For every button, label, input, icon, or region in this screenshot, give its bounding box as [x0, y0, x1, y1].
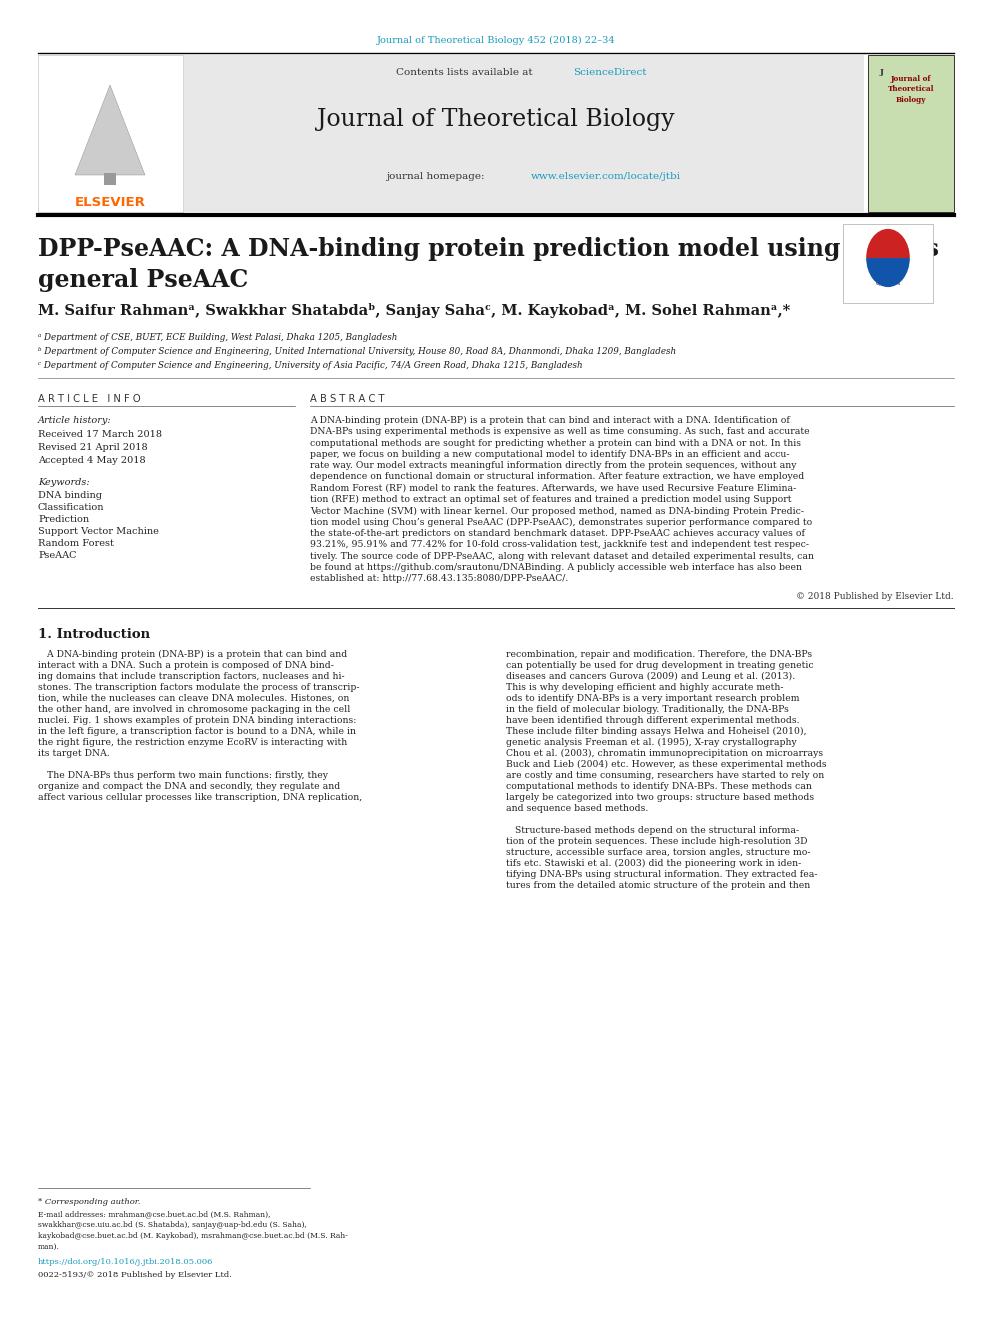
Text: Revised 21 April 2018: Revised 21 April 2018: [38, 443, 148, 452]
Text: paper, we focus on building a new computational model to identify DNA-BPs in an : paper, we focus on building a new comput…: [310, 450, 790, 459]
Text: 0022-5193/© 2018 Published by Elsevier Ltd.: 0022-5193/© 2018 Published by Elsevier L…: [38, 1271, 232, 1279]
Text: DNA-BPs using experimental methods is expensive as well as time consuming. As su: DNA-BPs using experimental methods is ex…: [310, 427, 809, 437]
Text: tion model using Chou’s general PseAAC (DPP-PseAAC), demonstrates superior perfo: tion model using Chou’s general PseAAC (…: [310, 517, 812, 527]
Wedge shape: [866, 229, 910, 258]
Text: nuclei. Fig. 1 shows examples of protein DNA binding interactions:: nuclei. Fig. 1 shows examples of protein…: [38, 716, 356, 725]
Text: Prediction: Prediction: [38, 515, 89, 524]
Text: PseAAC: PseAAC: [38, 550, 76, 560]
Text: E-mail addresses: mrahman@cse.buet.ac.bd (M.S. Rahman),: E-mail addresses: mrahman@cse.buet.ac.bd…: [38, 1211, 271, 1218]
Text: can potentially be used for drug development in treating genetic: can potentially be used for drug develop…: [506, 662, 813, 669]
Text: Accepted 4 May 2018: Accepted 4 May 2018: [38, 456, 146, 464]
Text: are costly and time consuming, researchers have started to rely on: are costly and time consuming, researche…: [506, 771, 824, 781]
Text: DPP-PseAAC: A DNA-binding protein prediction model using Chou’s: DPP-PseAAC: A DNA-binding protein predic…: [38, 237, 939, 261]
Text: © 2018 Published by Elsevier Ltd.: © 2018 Published by Elsevier Ltd.: [797, 591, 954, 601]
FancyBboxPatch shape: [38, 56, 183, 212]
Text: ELSEVIER: ELSEVIER: [74, 196, 146, 209]
Text: its target DNA.: its target DNA.: [38, 749, 110, 758]
Text: ods to identify DNA-BPs is a very important research problem: ods to identify DNA-BPs is a very import…: [506, 695, 800, 703]
Text: Keywords:: Keywords:: [38, 478, 89, 487]
Text: genetic analysis Freeman et al. (1995), X-ray crystallography: genetic analysis Freeman et al. (1995), …: [506, 738, 797, 747]
Text: Buck and Lieb (2004) etc. However, as these experimental methods: Buck and Lieb (2004) etc. However, as th…: [506, 759, 826, 769]
Text: stones. The transcription factors modulate the process of transcrip-: stones. The transcription factors modula…: [38, 683, 359, 692]
Text: general PseAAC: general PseAAC: [38, 269, 248, 292]
Text: Vector Machine (SVM) with linear kernel. Our proposed method, named as DNA-bindi: Vector Machine (SVM) with linear kernel.…: [310, 507, 804, 516]
Text: largely be categorized into two groups: structure based methods: largely be categorized into two groups: …: [506, 792, 814, 802]
Text: ᵇ Department of Computer Science and Engineering, United International Universit: ᵇ Department of Computer Science and Eng…: [38, 347, 677, 356]
Text: Check for
updates: Check for updates: [873, 274, 903, 286]
Text: the right figure, the restriction enzyme EcoRV is interacting with: the right figure, the restriction enzyme…: [38, 738, 347, 747]
Text: A DNA-binding protein (DNA-BP) is a protein that can bind and interact with a DN: A DNA-binding protein (DNA-BP) is a prot…: [310, 415, 790, 425]
Text: Journal of Theoretical Biology: Journal of Theoretical Biology: [317, 108, 675, 131]
Text: tifying DNA-BPs using structural information. They extracted fea-: tifying DNA-BPs using structural informa…: [506, 871, 817, 878]
Text: journal homepage:: journal homepage:: [386, 172, 487, 181]
Text: M. Saifur Rahmanᵃ, Swakkhar Shatabdaᵇ, Sanjay Sahaᶜ, M. Kaykobadᵃ, M. Sohel Rahm: M. Saifur Rahmanᵃ, Swakkhar Shatabdaᵇ, S…: [38, 303, 791, 318]
Text: and sequence based methods.: and sequence based methods.: [506, 804, 649, 814]
Text: tively. The source code of DPP-PseAAC, along with relevant dataset and detailed : tively. The source code of DPP-PseAAC, a…: [310, 552, 814, 561]
Text: be found at https://github.com/srautonu/DNABinding. A publicly accessible web in: be found at https://github.com/srautonu/…: [310, 562, 802, 572]
Wedge shape: [866, 258, 910, 287]
Text: Journal of
Theoretical
Biology: Journal of Theoretical Biology: [888, 75, 934, 103]
Text: the other hand, are involved in chromosome packaging in the cell: the other hand, are involved in chromoso…: [38, 705, 350, 714]
Text: Random Forest (RF) model to rank the features. Afterwards, we have used Recursiv: Random Forest (RF) model to rank the fea…: [310, 484, 797, 492]
Text: www.elsevier.com/locate/jtbi: www.elsevier.com/locate/jtbi: [531, 172, 681, 181]
Text: Journal of Theoretical Biology 452 (2018) 22–34: Journal of Theoretical Biology 452 (2018…: [377, 36, 615, 45]
Text: A B S T R A C T: A B S T R A C T: [310, 394, 385, 404]
Text: * Corresponding author.: * Corresponding author.: [38, 1199, 141, 1207]
Text: Random Forest: Random Forest: [38, 538, 114, 548]
Text: DNA binding: DNA binding: [38, 491, 102, 500]
Text: ᵃ Department of CSE, BUET, ECE Building, West Palasi, Dhaka 1205, Bangladesh: ᵃ Department of CSE, BUET, ECE Building,…: [38, 333, 398, 343]
FancyBboxPatch shape: [38, 56, 864, 212]
Text: the state-of-the-art predictors on standard benchmark dataset. DPP-PseAAC achiev: the state-of-the-art predictors on stand…: [310, 529, 805, 538]
Text: Classification: Classification: [38, 503, 104, 512]
Text: diseases and cancers Gurova (2009) and Leung et al. (2013).: diseases and cancers Gurova (2009) and L…: [506, 672, 796, 681]
Text: These include filter binding assays Helwa and Hoheisel (2010),: These include filter binding assays Helw…: [506, 728, 806, 736]
Text: J: J: [880, 67, 884, 75]
Polygon shape: [75, 85, 145, 175]
Text: in the field of molecular biology. Traditionally, the DNA-BPs: in the field of molecular biology. Tradi…: [506, 705, 789, 714]
Text: interact with a DNA. Such a protein is composed of DNA bind-: interact with a DNA. Such a protein is c…: [38, 662, 334, 669]
Text: Contents lists available at: Contents lists available at: [396, 67, 537, 77]
Text: ᶜ Department of Computer Science and Engineering, University of Asia Pacific, 74: ᶜ Department of Computer Science and Eng…: [38, 361, 582, 370]
Text: have been identified through different experimental methods.: have been identified through different e…: [506, 716, 800, 725]
Text: computational methods to identify DNA-BPs. These methods can: computational methods to identify DNA-BP…: [506, 782, 811, 791]
Text: organize and compact the DNA and secondly, they regulate and: organize and compact the DNA and secondl…: [38, 782, 340, 791]
Text: Chou et al. (2003), chromatin immunoprecipitation on microarrays: Chou et al. (2003), chromatin immunoprec…: [506, 749, 823, 758]
Text: man).: man).: [38, 1244, 60, 1252]
Text: tion of the protein sequences. These include high-resolution 3D: tion of the protein sequences. These inc…: [506, 837, 807, 845]
Text: tures from the detailed atomic structure of the protein and then: tures from the detailed atomic structure…: [506, 881, 810, 890]
Text: A DNA-binding protein (DNA-BP) is a protein that can bind and: A DNA-binding protein (DNA-BP) is a prot…: [38, 650, 347, 659]
FancyBboxPatch shape: [104, 173, 116, 185]
FancyBboxPatch shape: [868, 56, 954, 212]
Text: affect various cellular processes like transcription, DNA replication,: affect various cellular processes like t…: [38, 792, 362, 802]
Text: A R T I C L E   I N F O: A R T I C L E I N F O: [38, 394, 141, 404]
Text: computational methods are sought for predicting whether a protein can bind with : computational methods are sought for pre…: [310, 439, 801, 447]
Text: kaykobad@cse.buet.ac.bd (M. Kaykobad), msrahman@cse.buet.ac.bd (M.S. Rah-: kaykobad@cse.buet.ac.bd (M. Kaykobad), m…: [38, 1232, 348, 1240]
Text: Article history:: Article history:: [38, 415, 112, 425]
Text: 1. Introduction: 1. Introduction: [38, 628, 150, 642]
Text: 93.21%, 95.91% and 77.42% for 10-fold cross-validation test, jackknife test and : 93.21%, 95.91% and 77.42% for 10-fold cr…: [310, 540, 809, 549]
Text: Support Vector Machine: Support Vector Machine: [38, 527, 159, 536]
Text: Structure-based methods depend on the structural informa-: Structure-based methods depend on the st…: [506, 826, 800, 835]
Text: in the left figure, a transcription factor is bound to a DNA, while in: in the left figure, a transcription fact…: [38, 728, 356, 736]
Text: https://doi.org/10.1016/j.jtbi.2018.05.006: https://doi.org/10.1016/j.jtbi.2018.05.0…: [38, 1258, 213, 1266]
Text: established at: http://77.68.43.135:8080/DPP-PseAAC/.: established at: http://77.68.43.135:8080…: [310, 574, 568, 583]
Text: ing domains that include transcription factors, nucleases and hi-: ing domains that include transcription f…: [38, 672, 344, 681]
Text: dependence on functional domain or structural information. After feature extract: dependence on functional domain or struc…: [310, 472, 805, 482]
Text: recombination, repair and modification. Therefore, the DNA-BPs: recombination, repair and modification. …: [506, 650, 812, 659]
Text: swakkhar@cse.uiu.ac.bd (S. Shatabda), sanjay@uap-bd.edu (S. Saha),: swakkhar@cse.uiu.ac.bd (S. Shatabda), sa…: [38, 1221, 307, 1229]
Text: The DNA-BPs thus perform two main functions: firstly, they: The DNA-BPs thus perform two main functi…: [38, 771, 328, 781]
Text: structure, accessible surface area, torsion angles, structure mo-: structure, accessible surface area, tors…: [506, 848, 810, 857]
Text: rate way. Our model extracts meaningful information directly from the protein se: rate way. Our model extracts meaningful …: [310, 462, 797, 470]
Text: Received 17 March 2018: Received 17 March 2018: [38, 430, 162, 439]
FancyBboxPatch shape: [843, 225, 932, 303]
Text: tion, while the nucleases can cleave DNA molecules. Histones, on: tion, while the nucleases can cleave DNA…: [38, 695, 349, 703]
Text: tion (RFE) method to extract an optimal set of features and trained a prediction: tion (RFE) method to extract an optimal …: [310, 495, 792, 504]
Text: tifs etc. Stawiski et al. (2003) did the pioneering work in iden-: tifs etc. Stawiski et al. (2003) did the…: [506, 859, 802, 868]
Text: This is why developing efficient and highly accurate meth-: This is why developing efficient and hig…: [506, 683, 784, 692]
Text: ScienceDirect: ScienceDirect: [573, 67, 647, 77]
